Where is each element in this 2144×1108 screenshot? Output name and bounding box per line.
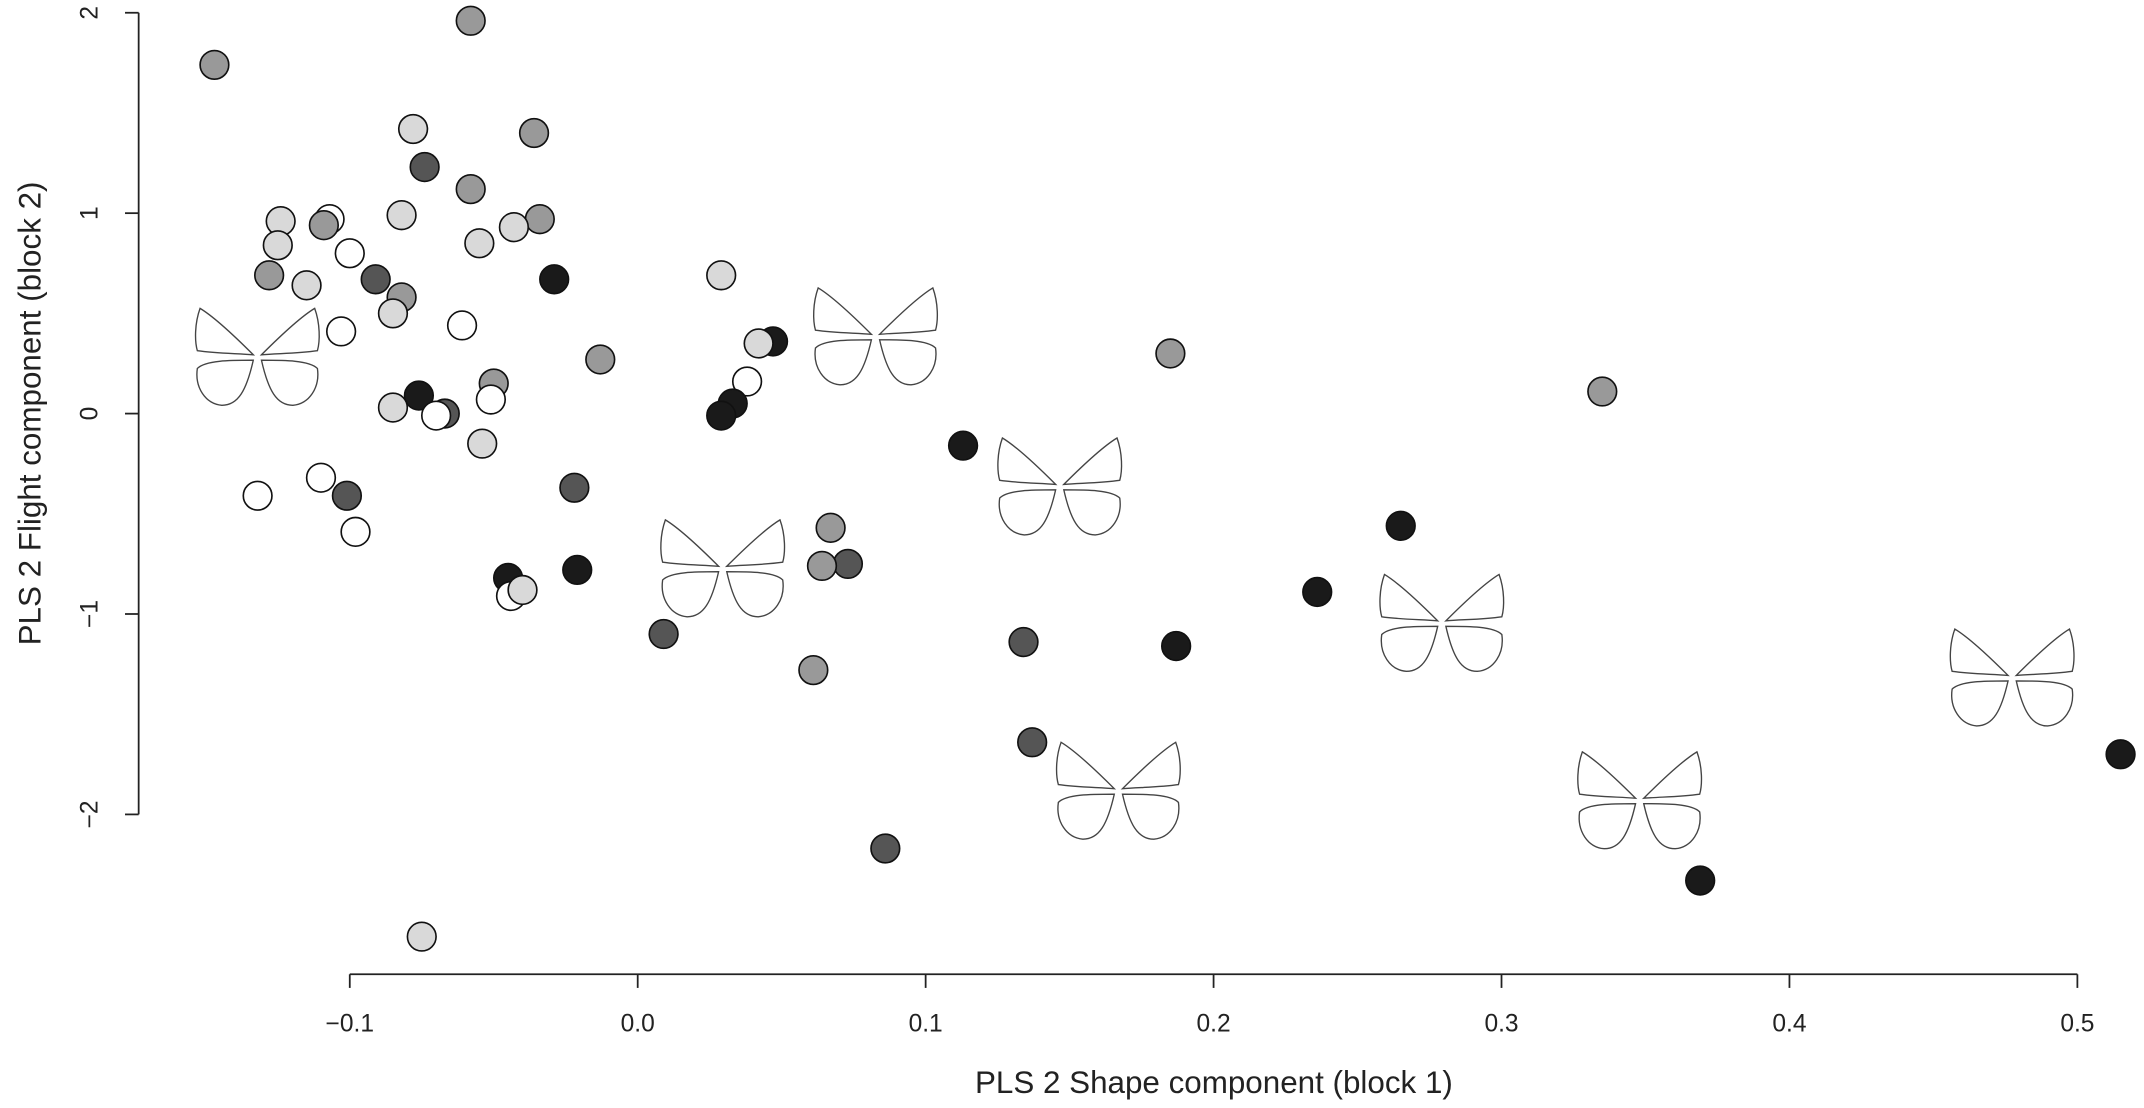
y-tick-label: 0	[77, 407, 104, 421]
point	[806, 550, 838, 582]
point	[815, 512, 846, 543]
point	[706, 400, 737, 431]
point	[539, 264, 570, 295]
butterfly-outlines	[194, 287, 2075, 850]
point	[242, 480, 273, 511]
point	[1685, 865, 1716, 896]
point	[325, 316, 357, 347]
point	[731, 366, 763, 397]
point	[334, 238, 365, 269]
point	[421, 400, 452, 431]
y-tick-label: 2	[77, 6, 104, 20]
point	[559, 472, 590, 503]
point	[1302, 576, 1333, 608]
point	[455, 173, 486, 205]
point	[446, 310, 478, 341]
point	[498, 212, 530, 243]
point	[947, 430, 979, 461]
x-tick-label: −0.1	[326, 1011, 374, 1038]
point	[1155, 338, 1186, 369]
point	[199, 49, 230, 81]
point	[340, 516, 371, 547]
butterfly	[1577, 751, 1703, 850]
point	[360, 264, 391, 295]
x-tick-label: 0.4	[1772, 1011, 1806, 1038]
point	[386, 200, 417, 231]
point	[743, 328, 774, 359]
y-axis-title: PLS 2 Flight component (block 2)	[13, 182, 48, 646]
point	[253, 260, 285, 291]
y-tick-label: −1	[77, 600, 104, 628]
point	[1008, 626, 1039, 658]
point	[1160, 630, 1192, 662]
point	[291, 270, 322, 301]
butterfly	[1379, 573, 1505, 673]
point	[377, 298, 409, 329]
point	[331, 480, 363, 511]
point	[832, 548, 864, 580]
point	[455, 5, 486, 36]
point	[305, 462, 337, 493]
point	[2105, 739, 2136, 770]
butterfly	[812, 287, 939, 386]
butterfly	[997, 437, 1123, 536]
butterfly	[1055, 741, 1181, 840]
butterfly	[660, 519, 786, 618]
point	[562, 554, 593, 586]
point	[706, 260, 737, 291]
point	[406, 921, 437, 952]
point	[475, 384, 507, 415]
point	[524, 204, 555, 235]
butterfly	[1949, 628, 2075, 727]
point	[648, 618, 679, 650]
point	[464, 228, 495, 259]
point	[467, 428, 498, 459]
butterfly	[194, 307, 320, 406]
x-tick-label: 0.2	[1197, 1011, 1231, 1038]
x-tick-label: 0.0	[621, 1011, 655, 1038]
x-tick-label: 0.3	[1484, 1011, 1518, 1038]
point	[262, 230, 293, 261]
point	[409, 151, 440, 183]
point	[518, 117, 550, 149]
point	[870, 833, 901, 864]
y-tick-label: 1	[77, 206, 104, 220]
point	[798, 654, 829, 686]
x-tick-label: 0.5	[2060, 1011, 2094, 1038]
point	[397, 113, 429, 145]
x-axis-title: PLS 2 Shape component (block 1)	[975, 1065, 1453, 1100]
point	[507, 574, 538, 606]
y-tick-label: −2	[77, 800, 104, 828]
point	[585, 344, 616, 375]
point	[1385, 510, 1416, 541]
point	[1587, 376, 1618, 407]
x-tick-label: 0.1	[909, 1011, 943, 1038]
point	[377, 392, 409, 423]
point	[308, 210, 339, 241]
point	[1017, 727, 1048, 758]
point	[403, 380, 435, 411]
